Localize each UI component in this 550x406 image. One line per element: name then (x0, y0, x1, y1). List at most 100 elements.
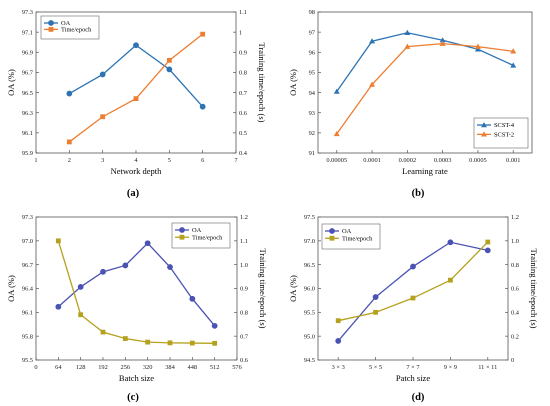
x-tick-label: 7 × 7 (406, 364, 420, 371)
y-tick-label: 96.3 (22, 110, 33, 117)
y-tick-label: 94 (309, 90, 316, 97)
y-tick-label: 96.7 (22, 262, 34, 269)
y2-tick-label: 0.6 (511, 286, 519, 293)
data-point (66, 139, 72, 145)
data-point (369, 81, 376, 87)
y2-tick-label: 0.8 (240, 310, 248, 317)
y-axis-label: OA (%) (6, 69, 16, 96)
legend-label: Time/epoch (192, 234, 223, 241)
y-tick-label: 97.3 (22, 214, 33, 221)
data-point (200, 31, 206, 37)
legend-box (40, 15, 100, 40)
x-tick-label: 0.0005 (469, 157, 487, 164)
x-axis-label: Patch size (396, 373, 430, 383)
data-point (100, 268, 106, 275)
x-tick-label: 0.001 (506, 157, 520, 164)
y-tick-label: 96.1 (22, 310, 33, 317)
data-point (144, 240, 151, 247)
y-tick-label: 96.0 (304, 286, 315, 293)
y2-tick-label: 0 (511, 357, 514, 364)
x-tick-label: 5 × 5 (369, 364, 382, 371)
legend-marker (481, 131, 487, 137)
data-point (100, 329, 106, 335)
data-point (410, 263, 416, 270)
y2-axis-label: Training time/epoch (s) (529, 249, 539, 329)
y2-tick-label: 0.9 (240, 286, 248, 293)
x-tick-label: 3 (101, 157, 104, 164)
y2-axis-label: Training time/epoch (s) (257, 43, 267, 123)
data-point (369, 38, 376, 44)
data-point (199, 103, 206, 110)
legend-label: OA (61, 20, 71, 27)
series-line (336, 32, 514, 92)
x-tick-label: 3 × 3 (332, 364, 345, 371)
data-point (189, 340, 195, 346)
data-point (474, 43, 481, 49)
panel-label: (b) (412, 188, 425, 199)
legend-marker (329, 235, 335, 241)
y2-tick-label: 1.1 (240, 238, 248, 245)
data-point (439, 40, 446, 46)
data-point (404, 29, 411, 35)
data-point (335, 338, 342, 344)
y2-tick-label: 1.2 (511, 214, 519, 221)
legend-label: SCST-2 (494, 132, 514, 139)
data-point (167, 340, 173, 346)
y-tick-label: 95 (309, 70, 315, 77)
x-tick-label: 2 (68, 157, 71, 164)
y2-tick-label: 1 (239, 29, 242, 36)
x-tick-label: 448 (188, 364, 198, 371)
y2-tick-label: 0.7 (239, 90, 248, 97)
data-point (189, 295, 196, 302)
y-axis-label: OA (%) (6, 275, 16, 302)
y-tick-label: 96.1 (22, 130, 33, 137)
y-axis-label: OA (%) (288, 69, 298, 96)
y-tick-label: 95.5 (22, 357, 33, 364)
legend-marker (179, 227, 185, 233)
legend-label: SCST-4 (494, 122, 515, 129)
y2-tick-label: 1.2 (240, 214, 248, 221)
data-point (335, 318, 341, 324)
data-point (372, 294, 379, 300)
legend-label: OA (192, 227, 202, 234)
y2-tick-label: 0.9 (239, 49, 247, 56)
y2-tick-label: 0.6 (239, 110, 247, 117)
data-point (166, 66, 173, 73)
data-point (333, 88, 340, 94)
y2-tick-label: 0.8 (239, 70, 247, 77)
y-tick-label: 97.1 (22, 29, 33, 36)
data-point (510, 62, 517, 68)
data-point (510, 48, 517, 54)
data-point (373, 309, 379, 315)
data-point (447, 277, 453, 283)
series-line (57, 240, 215, 344)
y-tick-label: 97.3 (22, 9, 33, 16)
data-point (439, 37, 446, 43)
x-tick-label: 320 (143, 364, 153, 371)
y2-tick-label: 0.8 (511, 262, 519, 269)
y2-tick-label: 0.4 (239, 150, 248, 157)
y-tick-label: 96.5 (304, 262, 315, 269)
y2-tick-label: 0.5 (239, 130, 247, 137)
data-point (122, 336, 128, 341)
data-point (485, 239, 491, 245)
series-line (68, 33, 204, 143)
panel-label: (c) (127, 392, 139, 403)
y-tick-label: 96.9 (22, 49, 33, 56)
data-point (55, 303, 62, 310)
y-tick-label: 97.5 (304, 214, 315, 221)
data-point (333, 130, 340, 137)
x-tick-label: 4 (134, 157, 138, 164)
data-point (404, 43, 411, 49)
y2-tick-label: 1.0 (240, 262, 248, 269)
series-line (336, 42, 514, 135)
y-tick-label: 92 (309, 130, 315, 137)
x-tick-label: 0.0002 (399, 157, 417, 164)
data-point (78, 312, 84, 318)
y2-tick-label: 0.7 (240, 333, 249, 340)
y-tick-label: 96.5 (22, 90, 33, 97)
y2-tick-label: 0.4 (511, 310, 520, 317)
y2-tick-label: 1.0 (511, 238, 519, 245)
y-tick-label: 96 (309, 49, 315, 56)
data-point (133, 42, 139, 49)
